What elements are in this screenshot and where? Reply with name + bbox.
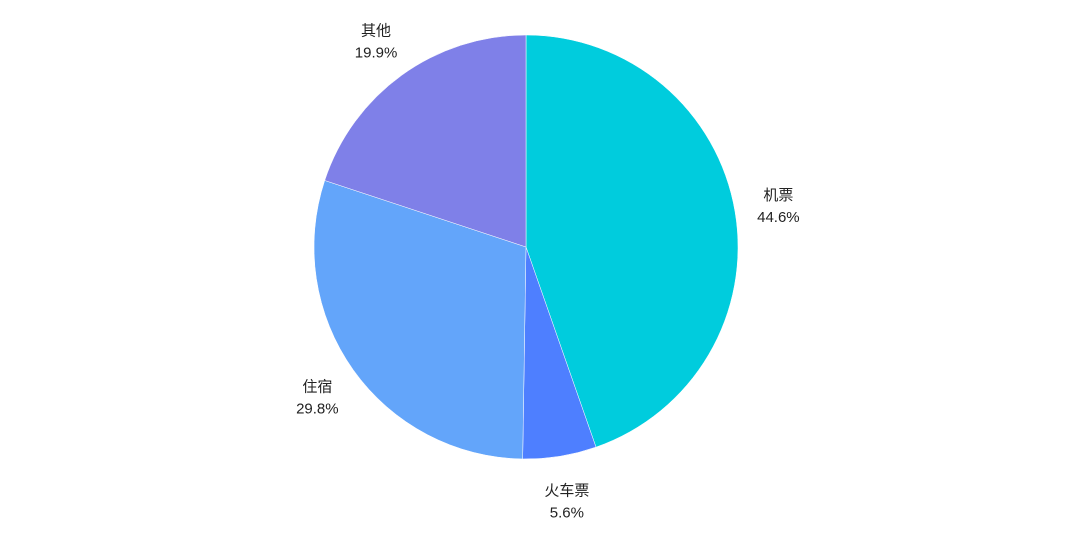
slice-category-label: 火车票 (544, 483, 589, 500)
slice-category-label: 其他 (361, 23, 391, 40)
pie-slice-0[interactable] (525, 34, 739, 448)
slice-percent-label: 5.6% (550, 505, 584, 522)
slice-label-3: 其他 19.9% (355, 23, 398, 62)
slice-label-1: 火车票 5.6% (544, 483, 589, 522)
pie-slice-3[interactable] (324, 34, 527, 248)
slice-label-0: 机票 44.6% (757, 187, 800, 226)
slice-percent-label: 44.6% (757, 209, 800, 226)
slice-label-2: 住宿 29.8% (296, 378, 339, 417)
slice-percent-label: 19.9% (355, 45, 398, 62)
slice-percent-label: 29.8% (296, 400, 339, 417)
pie-slice-2[interactable] (313, 180, 527, 460)
slice-category-label: 住宿 (302, 378, 332, 395)
slice-category-label: 机票 (763, 187, 793, 204)
